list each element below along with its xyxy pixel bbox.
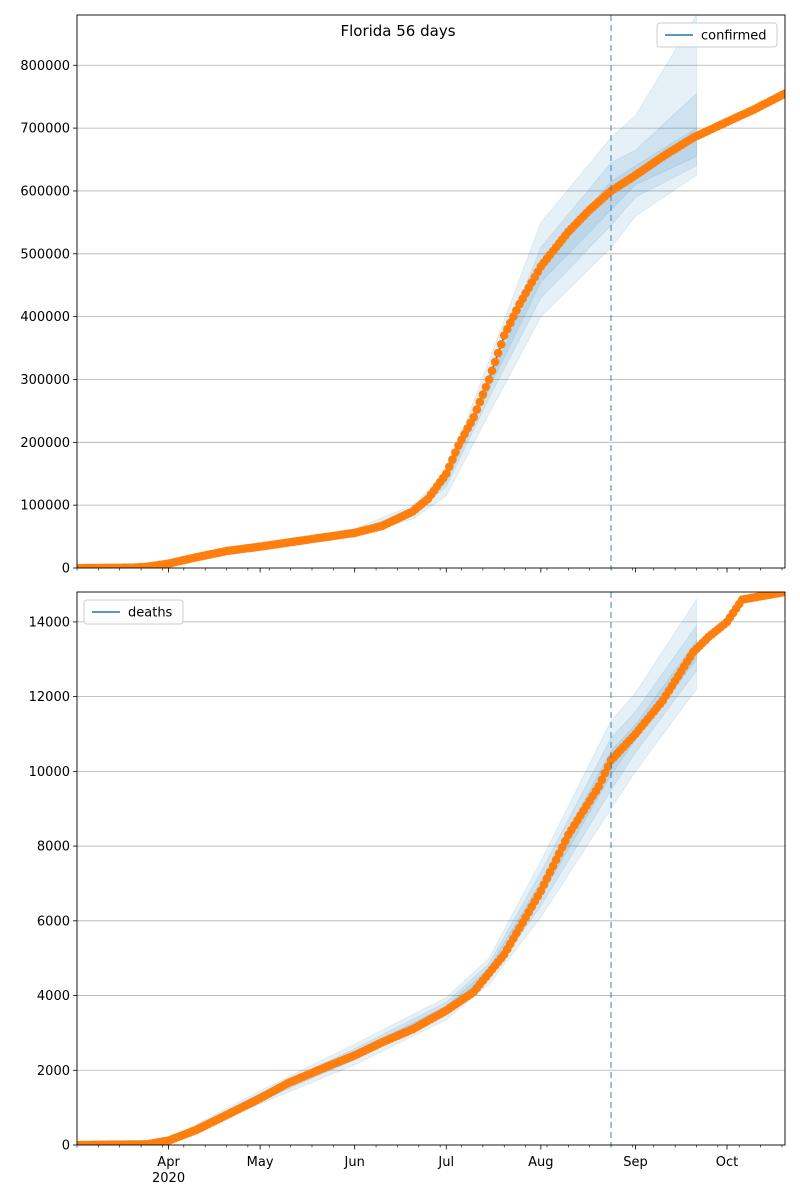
y-tick-label: 400000 [20,310,70,325]
observed-point [490,357,500,367]
x-tick-year-label: 2020 [152,1171,185,1186]
observed-point [475,397,485,407]
x-tick-label: May [247,1155,274,1170]
y-tick-label: 0 [62,562,70,577]
y-tick-label: 600000 [20,184,70,199]
observed-point [451,448,460,457]
observed-point [487,366,497,376]
observed-point [481,382,491,392]
observed-point [484,375,494,384]
legend-box [83,599,184,625]
observed-point [493,348,503,358]
legend-label: deaths [128,606,173,621]
observed-point [478,390,488,399]
confirmed-panel: 0 100000 200000 300000 400000 500000 600000 700… [20,14,786,577]
observed-point [442,469,451,479]
observed-point [445,462,454,472]
observed-point [780,89,785,98]
y-tick-label: 14000 [29,615,70,630]
axes-frame [76,14,786,569]
observed-point [469,412,479,422]
y-tick-label: 0 [62,1139,70,1154]
legend: deaths [83,599,184,625]
y-tick-label: 300000 [20,373,70,388]
y-tick-label: 200000 [20,436,70,451]
y-tick-label: 4000 [37,989,70,1004]
y-tick-label: 8000 [37,840,70,855]
observed-point [780,592,785,597]
observed-point [600,768,610,778]
legend: confirmed [656,22,778,48]
y-tick-label: 500000 [20,247,70,262]
x-tick-label: Jun [344,1155,365,1170]
y-tick-label: 6000 [37,914,70,929]
observed-point [603,762,613,771]
y-tick-label: 800000 [20,59,70,74]
chart-title: Florida 56 days [340,22,455,40]
x-tick-label: Oct [716,1155,738,1170]
observed-point [496,340,506,349]
observed-point [594,782,604,791]
x-tick-label: Sep [623,1155,648,1170]
x-tick-label: Jul [437,1155,454,1170]
observed-point [472,405,482,414]
y-tick-label: 100000 [20,499,70,514]
plot-area [77,15,785,568]
y-tick-label: 700000 [20,122,70,137]
plot-area [77,592,785,1145]
y-tick-label: 12000 [29,690,70,705]
legend-label: confirmed [701,29,767,44]
legend-box [656,22,778,48]
y-tick-label: 10000 [29,765,70,780]
y-tick-label: 2000 [37,1064,70,1079]
axes-frame [76,591,786,1146]
x-tick-label: Aug [528,1155,553,1170]
observed-point [597,775,607,785]
x-tick-label: Apr [157,1155,180,1170]
observed-point [448,455,457,464]
